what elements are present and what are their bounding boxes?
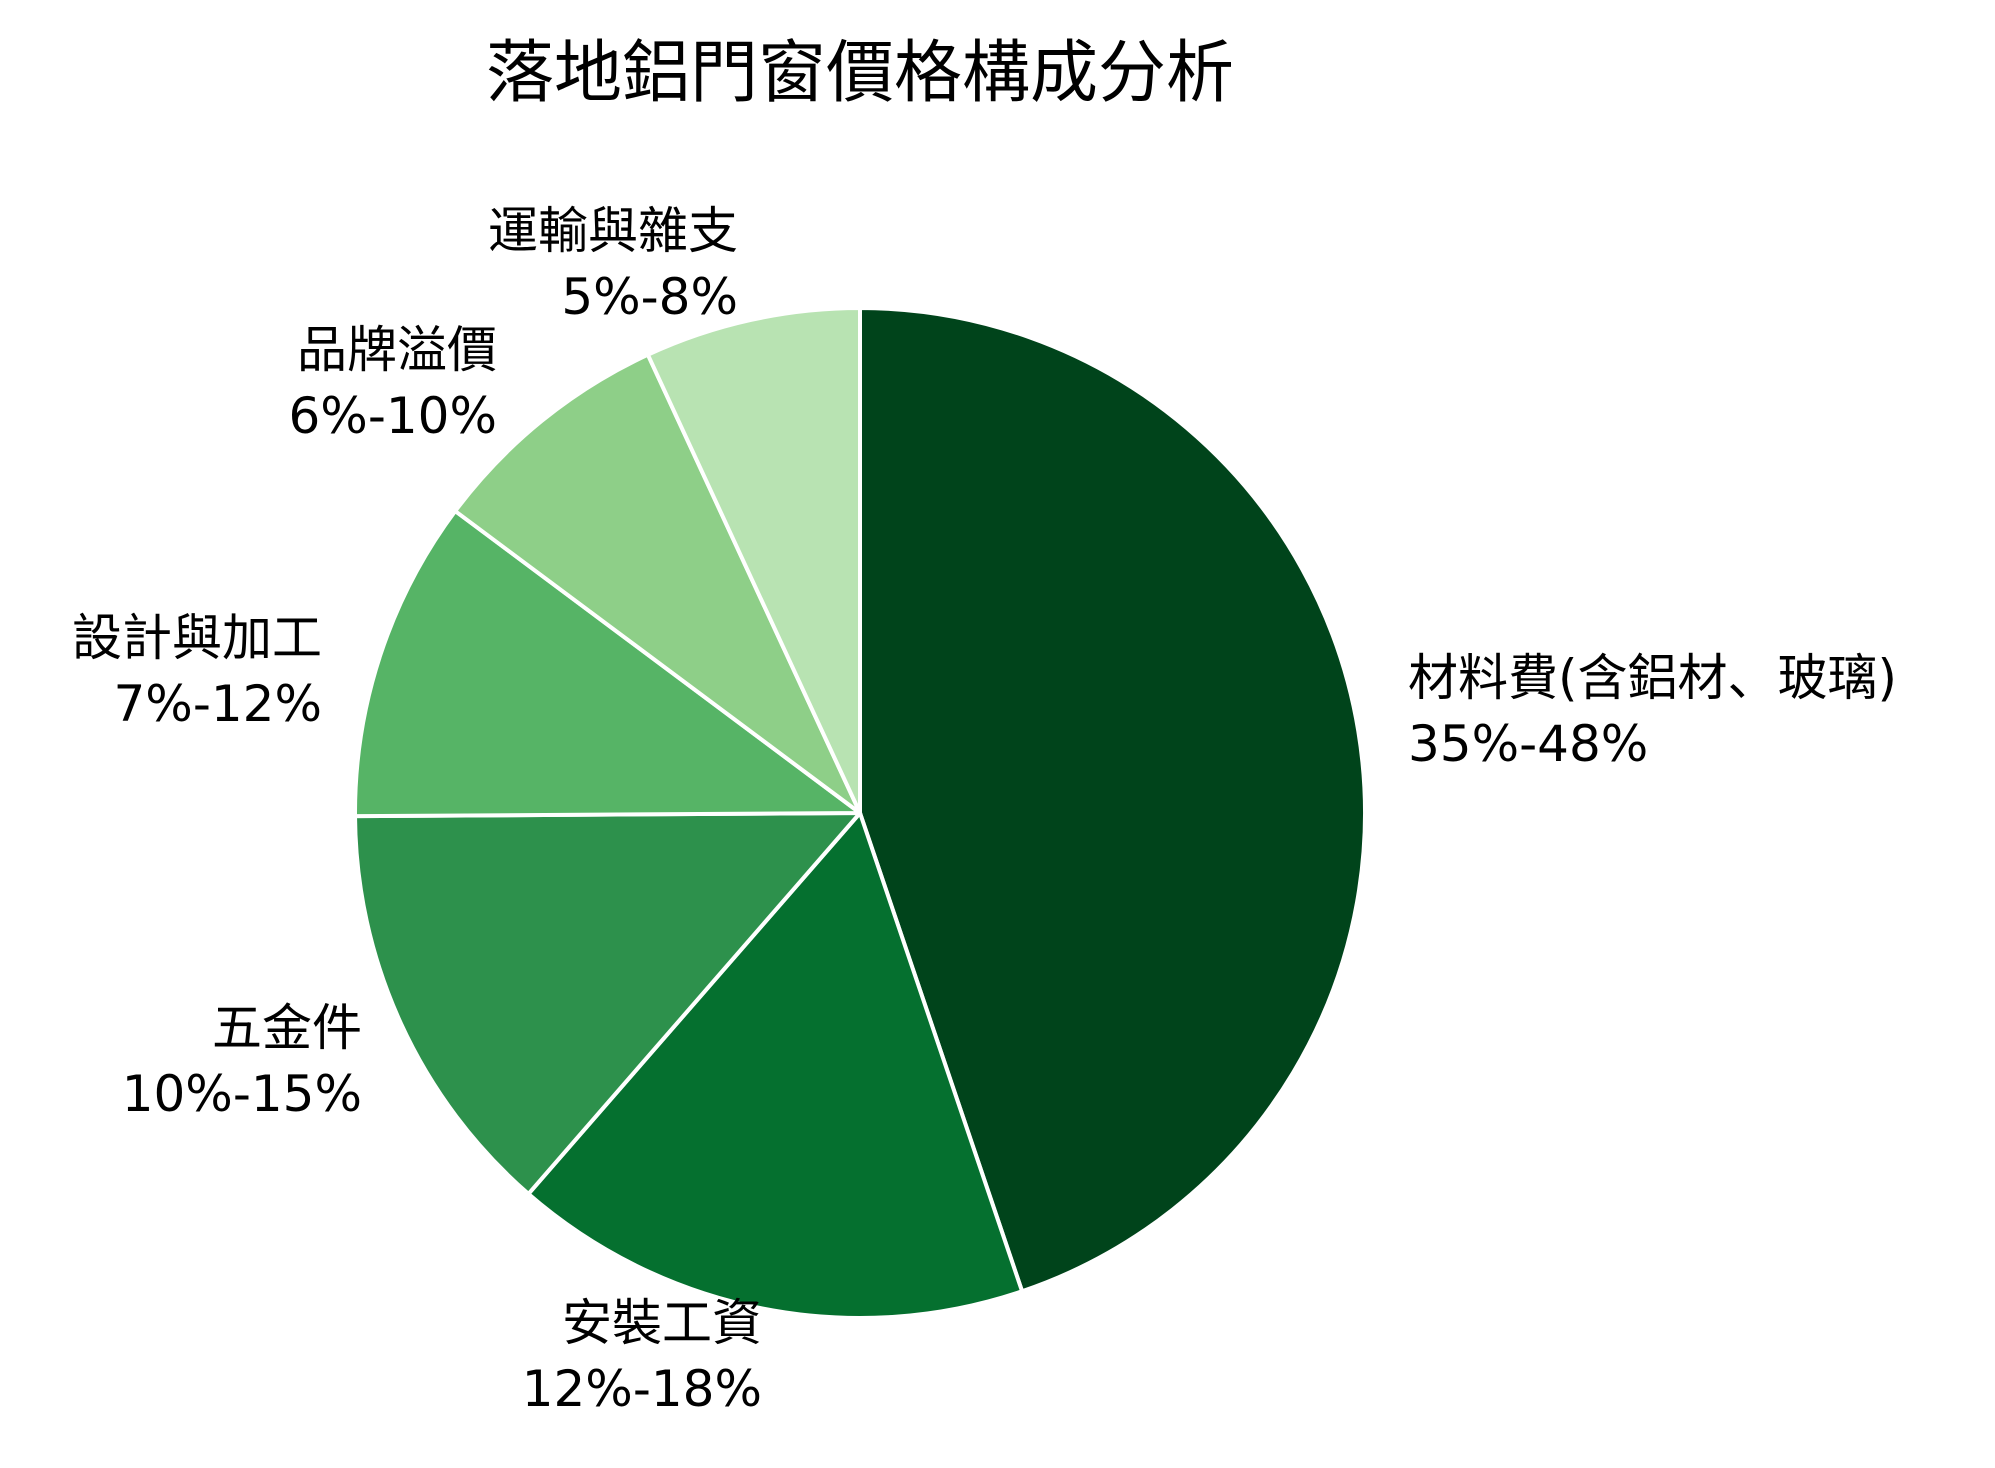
slice-label-1: 材料費(含鋁材、玻璃) [1408, 649, 1897, 707]
slice-range-4: 7%-12% [114, 675, 323, 733]
pie-labels: 材料費(含鋁材、玻璃) 35%-48% 安裝工資 12%-18% 五金件 10%-15% 設… [72, 202, 1897, 1418]
slice-label-2: 安裝工資 [562, 1294, 762, 1352]
pie-slice-4 [353, 509, 862, 819]
pie-slice-2 [526, 811, 1025, 1320]
slice-range-3: 10%-15% [122, 1065, 362, 1123]
slice-label-5: 品牌溢價 [297, 321, 497, 379]
pie-slices [353, 306, 1367, 1320]
slice-range-5: 6%-10% [289, 387, 498, 445]
slice-range-2: 12%-18% [522, 1360, 762, 1418]
pie-slice-5 [453, 352, 862, 815]
chart-title: 落地鋁門窗價格構成分析 [486, 34, 1234, 113]
slice-label-4: 設計與加工 [72, 609, 322, 667]
slice-label-3: 五金件 [212, 999, 362, 1057]
pie-slice-6 [645, 306, 862, 815]
pie-slice-3 [353, 811, 862, 1196]
slice-range-1: 35%-48% [1408, 715, 1648, 773]
pie-slice-1 [858, 306, 1367, 1294]
slice-label-6: 運輸與雜支 [488, 202, 738, 260]
slice-range-6: 5%-8% [561, 268, 738, 326]
